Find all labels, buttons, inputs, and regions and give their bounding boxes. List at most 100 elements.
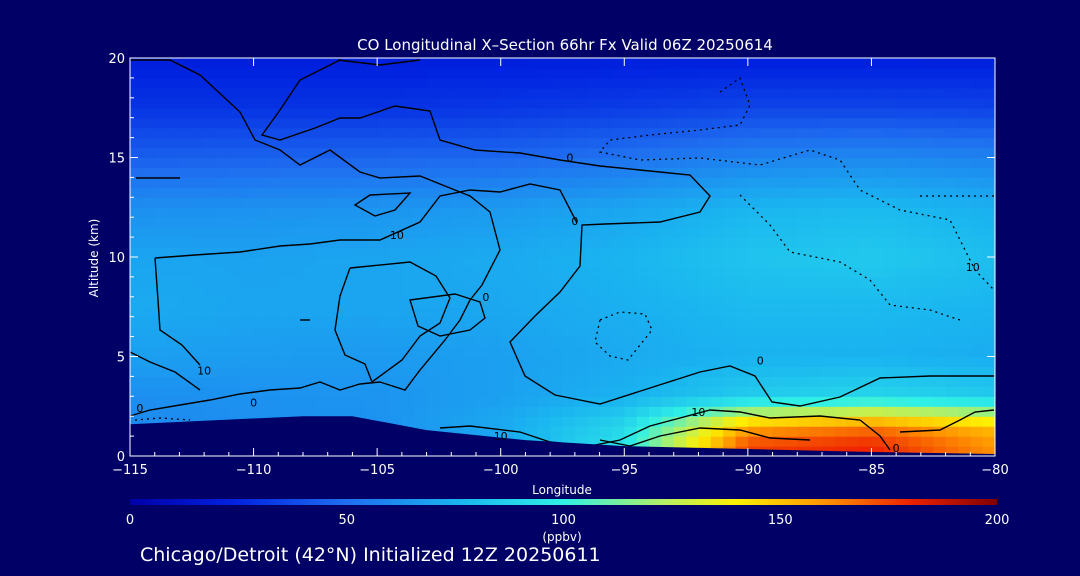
heatmap-cell — [982, 187, 995, 198]
heatmap-cell — [574, 366, 588, 377]
heatmap-cell — [784, 306, 798, 318]
heatmap-cell — [834, 207, 848, 218]
heatmap-cell — [982, 436, 995, 447]
heatmap-cell — [920, 67, 934, 79]
heatmap-cell — [179, 316, 193, 328]
heatmap-cell — [315, 177, 329, 188]
heatmap-cell — [611, 147, 625, 159]
heatmap-cell — [451, 177, 465, 188]
colorbar — [130, 499, 997, 505]
heatmap-cell — [772, 127, 786, 139]
heatmap-cell — [871, 426, 885, 437]
heatmap-cell — [414, 107, 428, 119]
heatmap-cell — [364, 77, 378, 89]
heatmap-cell — [846, 426, 860, 437]
heatmap-cell — [438, 366, 452, 377]
heatmap-cell — [352, 326, 366, 338]
heatmap-cell — [649, 406, 662, 417]
heatmap-cell — [723, 426, 737, 437]
heatmap-cell — [364, 147, 378, 159]
contour-line — [130, 59, 501, 417]
heatmap-cell — [859, 167, 873, 178]
heatmap-cell — [809, 227, 823, 238]
heatmap-cell — [130, 217, 143, 228]
heatmap-cell — [389, 286, 403, 298]
heatmap-cell — [204, 167, 218, 178]
heatmap-cell — [389, 207, 403, 218]
heatmap-cell — [636, 386, 650, 397]
heatmap-cell — [747, 167, 761, 178]
heatmap-cell — [364, 207, 378, 218]
heatmap-cell — [216, 157, 230, 169]
heatmap-cell — [896, 326, 910, 338]
heatmap-cell — [340, 87, 354, 99]
heatmap-cell — [476, 197, 489, 208]
heatmap-cell — [957, 107, 971, 119]
heatmap-cell — [982, 257, 995, 268]
heatmap-cell — [661, 217, 675, 228]
heatmap-cell — [142, 137, 156, 149]
heatmap-cell — [735, 386, 749, 397]
heatmap-cell — [278, 257, 292, 268]
heatmap-cell — [673, 117, 687, 129]
heatmap-cell — [352, 376, 366, 387]
heatmap-cell — [303, 296, 316, 308]
heatmap-cell — [957, 406, 971, 417]
heatmap-cell — [451, 137, 465, 149]
heatmap-cell — [216, 67, 230, 79]
heatmap-cell — [253, 396, 267, 407]
heatmap-cell — [364, 306, 378, 318]
heatmap-cell — [488, 157, 502, 169]
heatmap-cell — [908, 316, 922, 328]
heatmap-cell — [228, 157, 242, 169]
heatmap-cell — [834, 276, 848, 288]
heatmap-cell — [476, 107, 489, 119]
heatmap-cell — [883, 326, 897, 338]
heatmap-cell — [364, 167, 378, 178]
heatmap-cell — [673, 97, 687, 109]
heatmap-cell — [896, 336, 910, 348]
heatmap-cell — [401, 177, 415, 188]
heatmap-cell — [970, 286, 984, 298]
heatmap-cell — [822, 276, 835, 288]
heatmap-cell — [451, 396, 465, 407]
heatmap-cell — [797, 97, 811, 109]
heatmap-cell — [130, 296, 143, 308]
heatmap-cell — [364, 336, 378, 348]
heatmap-cell — [982, 77, 995, 89]
heatmap-cell — [649, 227, 662, 238]
heatmap-cell — [760, 436, 774, 447]
heatmap-cell — [414, 207, 428, 218]
heatmap-cell — [265, 58, 279, 69]
heatmap-cell — [908, 87, 922, 99]
heatmap-cell — [513, 316, 527, 328]
heatmap-cell — [500, 137, 514, 149]
heatmap-cell — [686, 316, 700, 328]
heatmap-cell — [488, 147, 502, 159]
heatmap-cell — [278, 77, 292, 89]
heatmap-cell — [352, 306, 366, 318]
heatmap-cell — [228, 366, 242, 377]
heatmap-cell — [797, 286, 811, 298]
heatmap-cell — [945, 426, 959, 437]
heatmap-cell — [130, 386, 143, 397]
heatmap-cell — [179, 147, 193, 159]
heatmap-cell — [760, 326, 774, 338]
heatmap-cell — [253, 117, 267, 129]
heatmap-cell — [476, 58, 489, 69]
heatmap-cell — [859, 117, 873, 129]
heatmap-cell — [574, 137, 588, 149]
heatmap-cell — [970, 77, 984, 89]
contour-label: 0 — [482, 291, 489, 304]
heatmap-cell — [451, 157, 465, 169]
heatmap-cell — [216, 346, 230, 358]
heatmap-cell — [933, 207, 947, 218]
heatmap-cell — [710, 207, 724, 218]
heatmap-cell — [265, 177, 279, 188]
heatmap-cell — [278, 386, 292, 397]
heatmap-cell — [747, 366, 761, 377]
heatmap-cell — [957, 237, 971, 248]
heatmap-cell — [500, 167, 514, 178]
heatmap-cell — [216, 406, 230, 417]
heatmap-cell — [846, 177, 860, 188]
